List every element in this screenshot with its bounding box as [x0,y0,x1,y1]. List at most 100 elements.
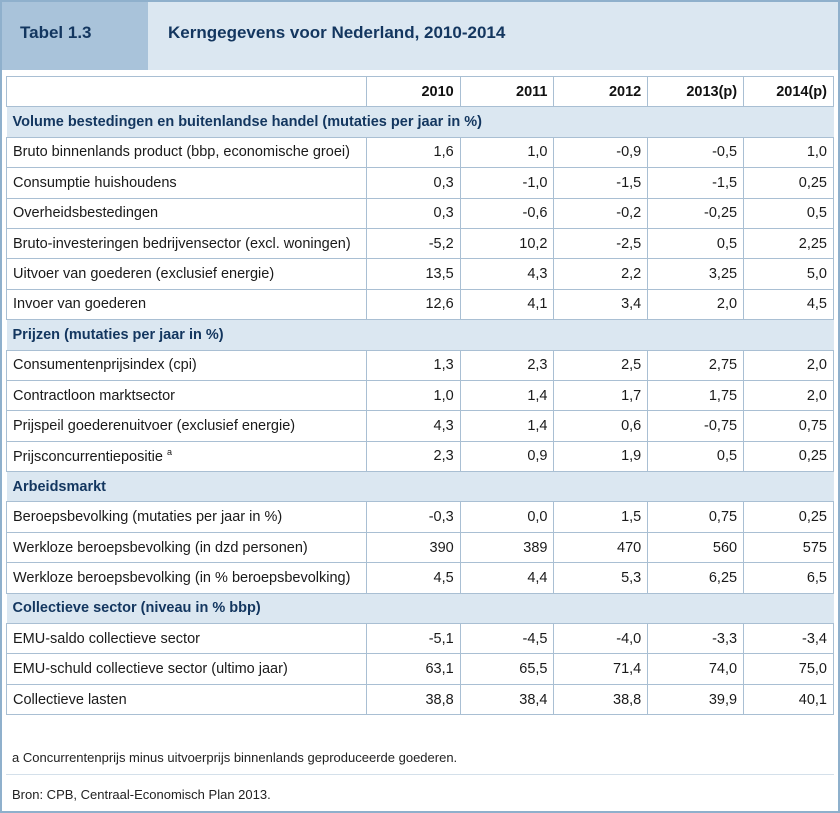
row-label-text: Prijsconcurrentiepositie [13,449,163,466]
table-row: Contractloon marktsector 1,0 1,4 1,7 1,75 2,0 [6,379,834,412]
table-row: Werkloze beroepsbevolking (in % beroepsb… [6,562,834,594]
table-row: EMU-schuld collectieve sector (ultimo ja… [6,653,834,685]
table-cell: 6,5 [743,562,834,594]
table-cell: 0,6 [553,410,649,442]
table-cell: 1,4 [459,379,555,412]
row-label: EMU-schuld collectieve sector (ultimo ja… [6,653,367,685]
table-row: Bruto-investeringen bedrijvensector (exc… [6,227,834,260]
table-cell: 4,5 [365,562,461,594]
section-header-row: Collectieve sector (niveau in % bbp) [6,592,834,625]
table-cell: 0,5 [647,227,745,260]
row-label-text: Collectieve lasten [13,691,127,708]
row-label: Werkloze beroepsbevolking (in % beroepsb… [6,562,367,594]
row-label-text: Contractloon marktsector [13,387,175,404]
table-cell: -0,9 [553,136,649,169]
row-label: Bruto-investeringen bedrijvensector (exc… [6,227,367,260]
row-label: Consumptie huishoudens [6,167,367,199]
footnote-marker: a [166,447,172,458]
section-title: Prijzen (mutaties per jaar in %) [6,319,834,351]
table-number: Tabel 1.3 [2,2,148,70]
table-cell: -0,5 [647,136,745,169]
table-cell: 0,75 [743,410,834,442]
section-title: Arbeidsmarkt [6,471,834,503]
table-cell: 470 [553,531,649,564]
table-cell: 1,4 [459,410,555,442]
table-cell: -0,2 [553,197,649,229]
table-cell: 1,75 [647,379,745,412]
column-header-2010: 2010 [365,75,461,108]
table-cell: 2,3 [459,349,555,381]
row-label: EMU-saldo collectieve sector [6,623,367,655]
table-cell: 38,8 [365,683,461,716]
table-cell: 40,1 [743,683,834,716]
table-row: Collectieve lasten 38,8 38,4 38,8 39,9 40,1 [6,683,834,716]
table-cell: 2,0 [743,349,834,381]
row-label: Contractloon marktsector [6,379,367,412]
table-title: Kerngegevens voor Nederland, 2010-2014 [168,23,506,42]
row-label: Prijsconcurrentiepositie a [6,440,367,473]
table-cell: 0,25 [743,501,834,533]
row-label: Werkloze beroepsbevolking (in dzd person… [6,531,367,564]
table-cell: 2,5 [553,349,649,381]
row-label-text: Invoer van goederen [13,296,147,313]
footnote: a Concurrentenprijs minus uitvoerprijs b… [12,750,458,765]
source-note: Bron: CPB, Centraal-Economisch Plan 2013… [12,787,271,802]
row-label: Consumentenprijsindex (cpi) [6,349,367,381]
row-label-text: Werkloze beroepsbevolking (in dzd person… [13,539,308,556]
section-header-row: Volume bestedingen en buitenlandse hande… [6,106,834,138]
table-cell: 1,0 [365,379,461,412]
table-cell: 1,7 [553,379,649,412]
table-cell: 1,9 [553,440,649,473]
table-cell: -0,75 [647,410,745,442]
row-label-text: Consumptie huishoudens [13,174,177,191]
table-row: Invoer van goederen 12,6 4,1 3,4 2,0 4,5 [6,288,834,321]
table-cell: 390 [365,531,461,564]
table-cell: 63,1 [365,653,461,685]
row-label-text: Beroepsbevolking (mutaties per jaar in %… [13,509,283,526]
table-cell: -1,5 [647,167,745,199]
table-cell: 2,25 [743,227,834,260]
table-cell: 389 [459,531,555,564]
row-label-text: Bruto-investeringen bedrijvensector (exc… [13,235,351,252]
table-cell: 0,25 [743,440,834,473]
table-cell: 0,0 [459,501,555,533]
table-cell: 5,0 [743,258,834,290]
table-cell: 1,3 [365,349,461,381]
table-cell: 0,75 [647,501,745,533]
table-row: Werkloze beroepsbevolking (in dzd person… [6,531,834,564]
table-cell: -1,0 [459,167,555,199]
table-cell: -0,25 [647,197,745,229]
table-cell: 38,8 [553,683,649,716]
table-cell: 0,5 [743,197,834,229]
column-header-2011: 2011 [459,75,555,108]
table-body: Volume bestedingen en buitenlandse hande… [6,106,834,716]
table-cell: 2,0 [743,379,834,412]
table-cell: -2,5 [553,227,649,260]
table-cell: 12,6 [365,288,461,321]
row-label: Bruto binnenlands product (bbp, economis… [6,136,367,169]
table-cell: 1,0 [459,136,555,169]
table-row: Uitvoer van goederen (exclusief energie)… [6,258,834,290]
column-header-label [6,75,367,108]
column-header-2013p: 2013(p) [647,75,745,108]
section-title: Collectieve sector (niveau in % bbp) [6,592,834,625]
row-label-text: Consumentenprijsindex (cpi) [13,357,197,374]
table-row: Consumentenprijsindex (cpi) 1,3 2,3 2,5 2,75… [6,349,834,381]
row-label-text: EMU-saldo collectieve sector [13,630,200,647]
section-title: Volume bestedingen en buitenlandse hande… [6,106,834,138]
table-cell: 4,4 [459,562,555,594]
data-table: 2010 2011 2012 2013(p) 2014(p) Volume be… [6,75,834,716]
table-cell: 38,4 [459,683,555,716]
table-row: Beroepsbevolking (mutaties per jaar in %… [6,501,834,533]
table-cell: 4,3 [459,258,555,290]
footnote-divider [6,774,834,775]
table-row: Overheidsbestedingen 0,3 -0,6 -0,2 -0,25 0,5 [6,197,834,229]
table-cell: 0,9 [459,440,555,473]
section-header-row: Arbeidsmarkt [6,471,834,503]
table-cell: -4,0 [553,623,649,655]
table-row: Bruto binnenlands product (bbp, economis… [6,136,834,169]
table-cell: 39,9 [647,683,745,716]
table-cell: 71,4 [553,653,649,685]
row-label: Collectieve lasten [6,683,367,716]
